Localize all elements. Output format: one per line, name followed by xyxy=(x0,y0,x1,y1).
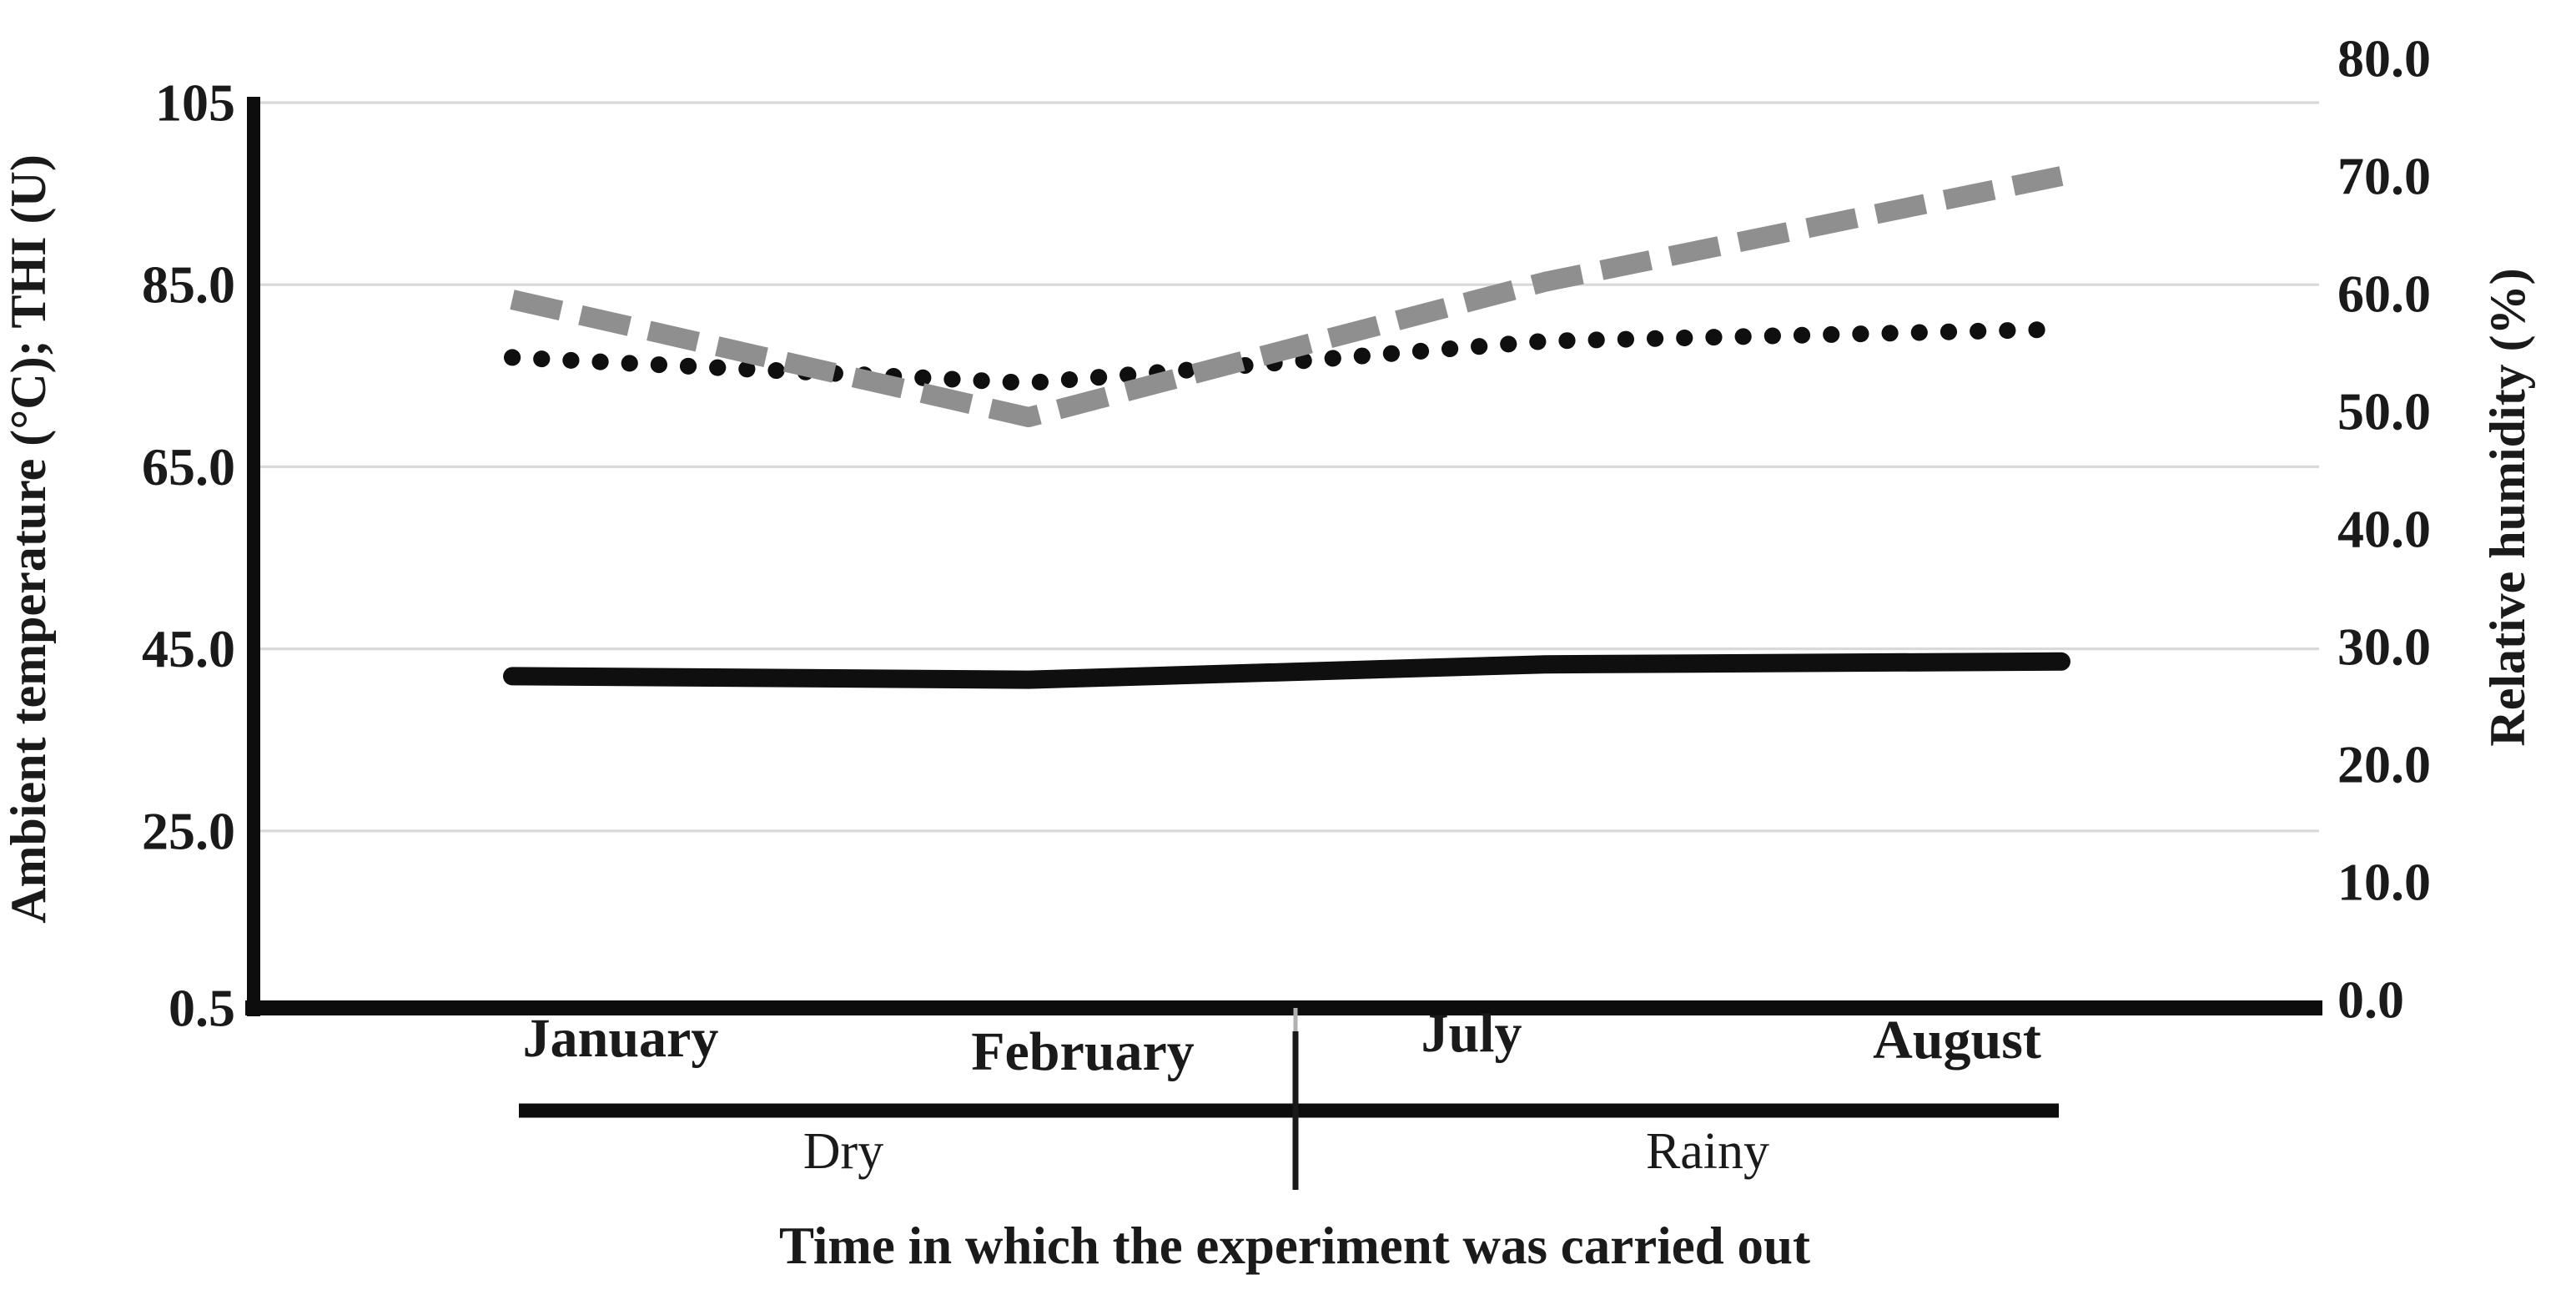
y-right-tick-label: 10.0 xyxy=(2337,853,2431,912)
y-left-tick-label: 85.0 xyxy=(142,255,235,315)
series-solid-line xyxy=(503,652,2070,689)
x-category-label: February xyxy=(971,1021,1195,1082)
season-labels: Dry Rainy xyxy=(803,1123,1769,1180)
y-right-tick-label: 70.0 xyxy=(2337,147,2431,206)
series-lines xyxy=(503,166,2070,689)
month-labels: January February July August xyxy=(523,1003,2041,1082)
series-dotted-line xyxy=(504,320,2070,392)
y-right-tick-label: 20.0 xyxy=(2337,735,2431,794)
season-group-label: Rainy xyxy=(1646,1123,1769,1180)
y-left-tick-label: 105 xyxy=(155,73,235,133)
right-tick-labels: 80.0 70.0 60.0 50.0 40.0 30.0 20.0 10.0 0.0 xyxy=(2337,29,2431,1030)
y-left-tick-label: 0.5 xyxy=(169,979,235,1038)
y-right-axis-title: Relative humidity (%) xyxy=(2480,268,2535,746)
y-right-tick-label: 40.0 xyxy=(2337,500,2431,559)
y-left-tick-label: 45.0 xyxy=(142,619,235,678)
x-category-label: July xyxy=(1421,1003,1522,1064)
y-right-tick-label: 30.0 xyxy=(2337,617,2431,677)
x-category-label: August xyxy=(1873,1010,2041,1071)
x-axis-title: Time in which the experiment was carried… xyxy=(779,1217,1810,1275)
x-category-label: January xyxy=(523,1008,719,1069)
y-right-tick-label: 60.0 xyxy=(2337,265,2431,324)
y-right-tick-label: 80.0 xyxy=(2337,29,2431,88)
y-left-tick-label: 25.0 xyxy=(142,801,235,860)
y-left-axis-title: Ambient temperature (°C); THI (U) xyxy=(1,154,56,924)
gridlines xyxy=(257,101,2319,833)
y-right-tick-label: 50.0 xyxy=(2337,382,2431,441)
series-dashed-line xyxy=(510,166,2064,427)
y-left-tick-label: 65.0 xyxy=(142,437,235,496)
season-group-label: Dry xyxy=(803,1123,883,1180)
y-right-tick-label: 0.0 xyxy=(2337,970,2404,1030)
left-tick-labels: 105 85.0 65.0 45.0 25.0 0.5 xyxy=(142,73,235,1038)
